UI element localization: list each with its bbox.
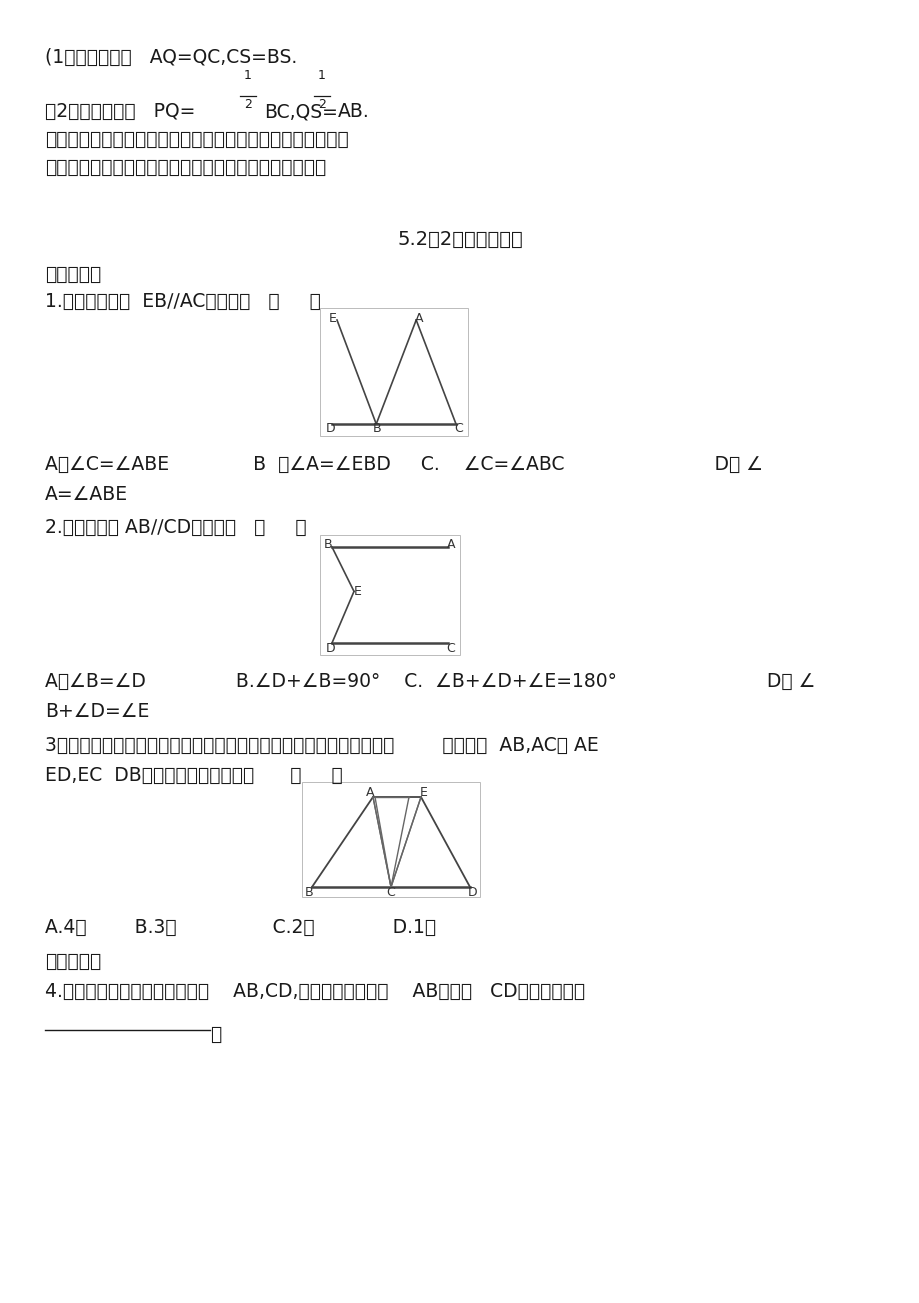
Text: 1: 1 — [244, 69, 252, 82]
Bar — [320, 308, 468, 437]
Text: BC,QS=: BC,QS= — [264, 102, 337, 121]
Text: A=∠ABE: A=∠ABE — [45, 485, 128, 504]
Text: AB.: AB. — [337, 102, 369, 121]
Text: D: D — [326, 641, 335, 654]
Text: 2: 2 — [318, 98, 325, 111]
Text: C: C — [446, 641, 455, 654]
Text: 二、填空题: 二、填空题 — [45, 952, 101, 971]
Text: A。∠B=∠D               B.∠D+∠B=90°    C.  ∠B+∠D+∠E=180°                         D: A。∠B=∠D B.∠D+∠B=90° C. ∠B+∠D+∠E=180° D — [45, 672, 814, 691]
Bar — [320, 536, 460, 655]
Text: A.4组        B.3组                C.2组             D.1组: A.4组 B.3组 C.2组 D.1组 — [45, 919, 436, 937]
Text: A。∠C=∠ABE              B  。∠A=∠EBD     C.    ∠C=∠ABC                         D。 : A。∠C=∠ABE B 。∠A=∠EBD C. ∠C=∠ABC D。 — [45, 455, 762, 474]
Text: A: A — [447, 538, 455, 551]
Text: E: E — [420, 786, 427, 799]
Text: C: C — [386, 886, 395, 899]
Text: 。: 。 — [210, 1025, 221, 1044]
Text: 2.如图，能使 AB∕∕CD的条件是   （     ）: 2.如图，能使 AB∕∕CD的条件是 （ ） — [45, 519, 306, 537]
Text: B: B — [323, 538, 332, 551]
Text: 4.如图，用直尺和三角尺作直线    AB,CD,从图中可知，直线    AB与直线   CD的位置关系为: 4.如图，用直尺和三角尺作直线 AB,CD,从图中可知，直线 AB与直线 CD的… — [45, 982, 584, 1001]
Text: A: A — [414, 311, 423, 324]
Text: B: B — [304, 886, 313, 899]
Text: C: C — [454, 421, 463, 434]
Text: E: E — [329, 311, 336, 324]
Text: 3。如图，将三个相同的三角尺不重叠不留空隙地拼在一起，观察图形        ，在线段  AB,AC， AE: 3。如图，将三个相同的三角尺不重叠不留空隙地拼在一起，观察图形 ，在线段 AB,… — [45, 736, 598, 754]
Text: E: E — [354, 585, 361, 598]
Text: （2）经度量得到   PQ=: （2）经度量得到 PQ= — [45, 102, 195, 121]
Text: 经过三角形一边的中点，画另一边的平行线，则平分第三边。: 经过三角形一边的中点，画另一边的平行线，则平分第三边。 — [45, 130, 348, 149]
Text: ED,EC  DB中，相互平行的线段有      （     ）: ED,EC DB中，相互平行的线段有 （ ） — [45, 766, 343, 784]
Text: B: B — [372, 421, 381, 434]
Text: D: D — [326, 421, 335, 434]
Text: B+∠D=∠E: B+∠D=∠E — [45, 702, 149, 721]
Text: A: A — [366, 786, 374, 799]
Text: 一、选择题: 一、选择题 — [45, 265, 101, 284]
Text: 2: 2 — [244, 98, 252, 111]
Text: 5.2　2平行线的判定: 5.2 2平行线的判定 — [397, 231, 522, 249]
Text: 1: 1 — [318, 69, 325, 82]
Bar — [301, 782, 480, 896]
Text: (1）经度量得到   AQ=QC,CS=BS.: (1）经度量得到 AQ=QC,CS=BS. — [45, 48, 297, 66]
Text: D: D — [468, 886, 477, 899]
Text: 三角形两边中点之间线段的长度等于第三边长度的一半。: 三角形两边中点之间线段的长度等于第三边长度的一半。 — [45, 158, 326, 177]
Text: 1.如图，能判定  EB∕∕AC的条件是   （     ）: 1.如图，能判定 EB∕∕AC的条件是 （ ） — [45, 292, 321, 311]
